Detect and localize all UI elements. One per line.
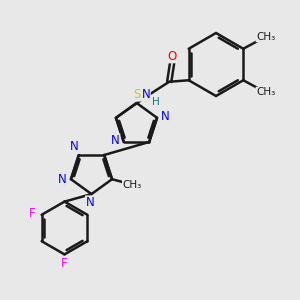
Text: CH₃: CH₃ [122, 180, 142, 190]
Text: F: F [29, 207, 36, 220]
Text: N: N [141, 88, 150, 101]
Text: H: H [152, 97, 160, 107]
Text: CH₃: CH₃ [256, 87, 275, 97]
Text: CH₃: CH₃ [256, 32, 275, 42]
Text: S: S [134, 88, 141, 101]
Text: F: F [61, 257, 68, 270]
Text: N: N [58, 173, 67, 186]
Text: N: N [111, 134, 120, 147]
Text: N: N [85, 196, 94, 209]
Text: N: N [70, 140, 79, 153]
Text: N: N [161, 110, 170, 123]
Text: O: O [168, 50, 177, 63]
